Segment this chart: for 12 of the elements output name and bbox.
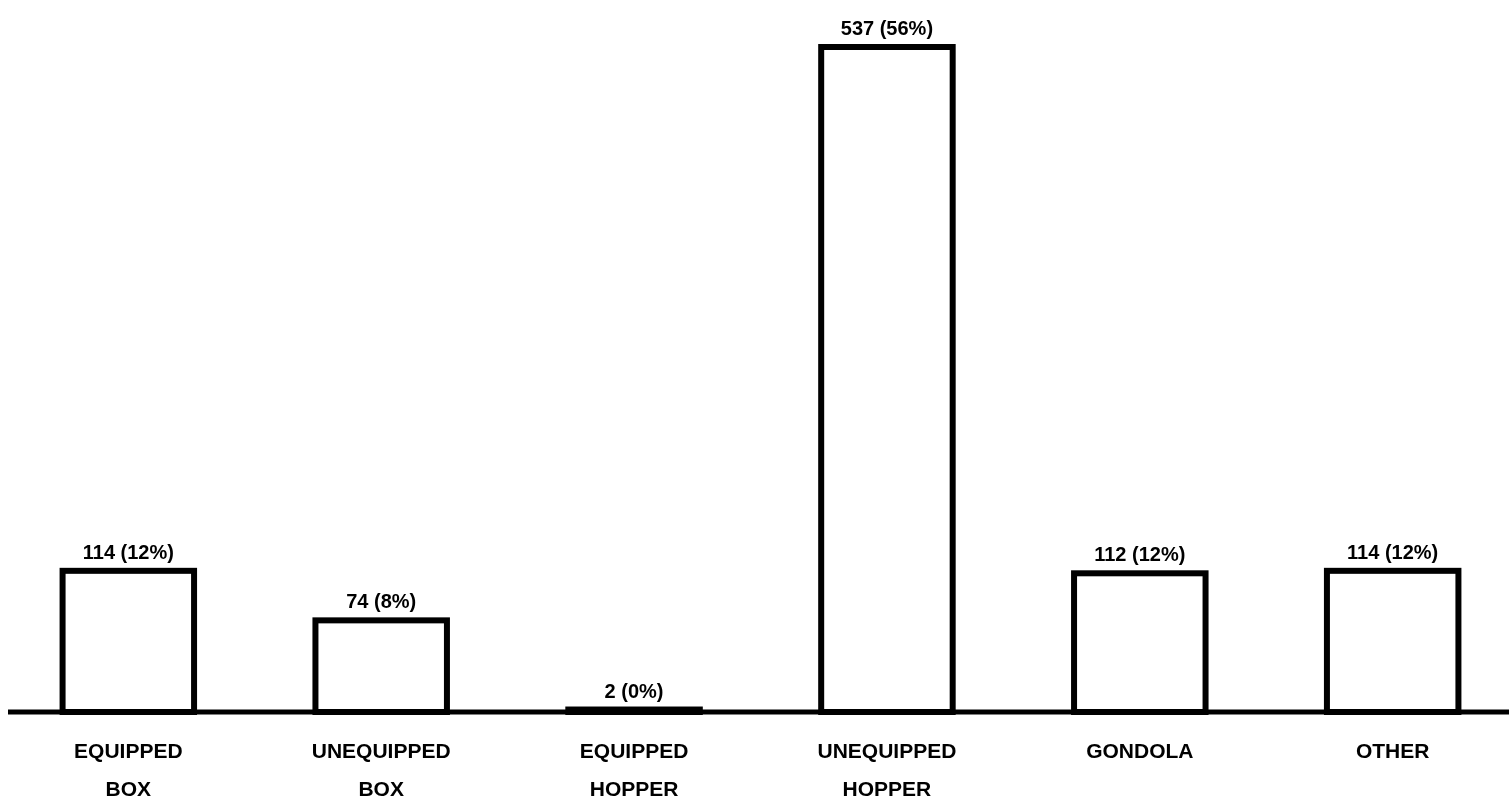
data-label: 2 (0%) <box>604 679 664 702</box>
x-tick-label: EQUIPPED HOPPER <box>579 739 689 800</box>
data-label: 537 (56%) <box>840 17 934 39</box>
x-tick-label: UNEQUIPPED BOX <box>311 739 451 800</box>
x-tick-label: GONDOLA <box>1086 739 1194 762</box>
data-label: 74 (8%) <box>346 590 417 613</box>
x-tick-label: UNEQUIPPED HOPPER <box>817 739 957 800</box>
data-label: 112 (12%) <box>1094 543 1186 566</box>
data-label: 114 (12%) <box>1347 540 1439 563</box>
data-label: 114 (12%) <box>82 540 174 563</box>
x-tick-label: OTHER <box>1355 739 1430 762</box>
x-tick-label: EQUIPPED BOX <box>74 739 183 800</box>
